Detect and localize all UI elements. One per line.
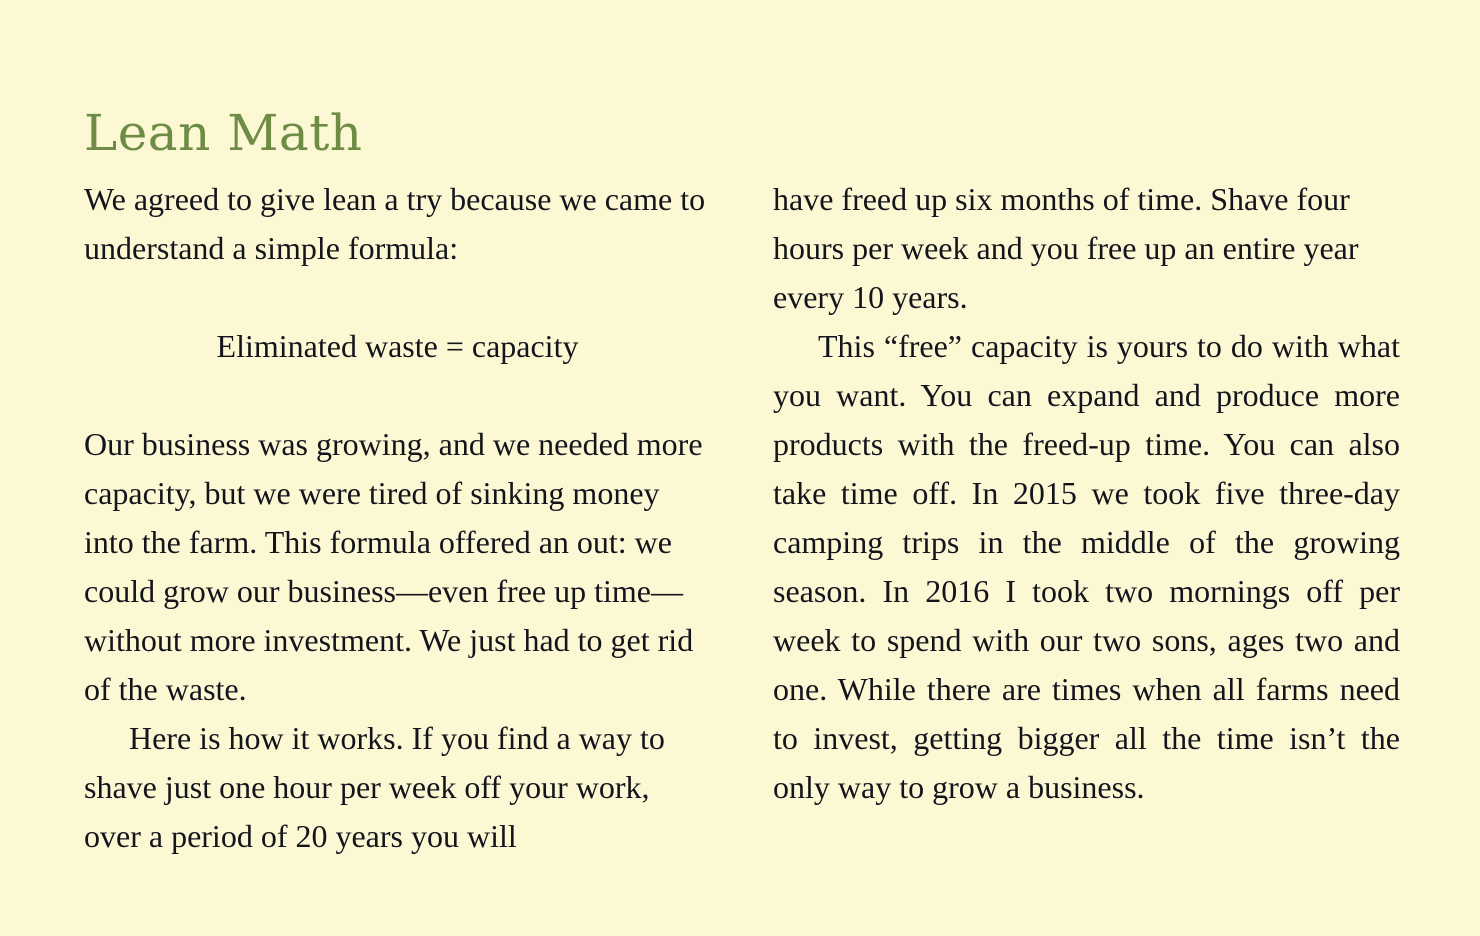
paragraph-how-it-works: Here is how it works. If you find a way … <box>84 720 665 854</box>
paragraph-growth: Our business was growing, and we needed … <box>84 426 703 707</box>
paragraph-free-capacity: This “free” capacity is yours to do with… <box>773 328 1400 805</box>
paragraph-formula: Eliminated waste = capacity <box>216 328 579 364</box>
left-column: We agreed to give lean a try because we … <box>84 175 711 875</box>
right-column: have freed up six months of time. Shave … <box>773 175 1400 875</box>
paragraph-how-it-works-continued: have freed up six months of time. Shave … <box>773 181 1359 315</box>
page-title: Lean Math <box>84 103 363 162</box>
two-column-body: We agreed to give lean a try because we … <box>84 175 1400 875</box>
paragraph-intro: We agreed to give lean a try because we … <box>84 181 706 266</box>
